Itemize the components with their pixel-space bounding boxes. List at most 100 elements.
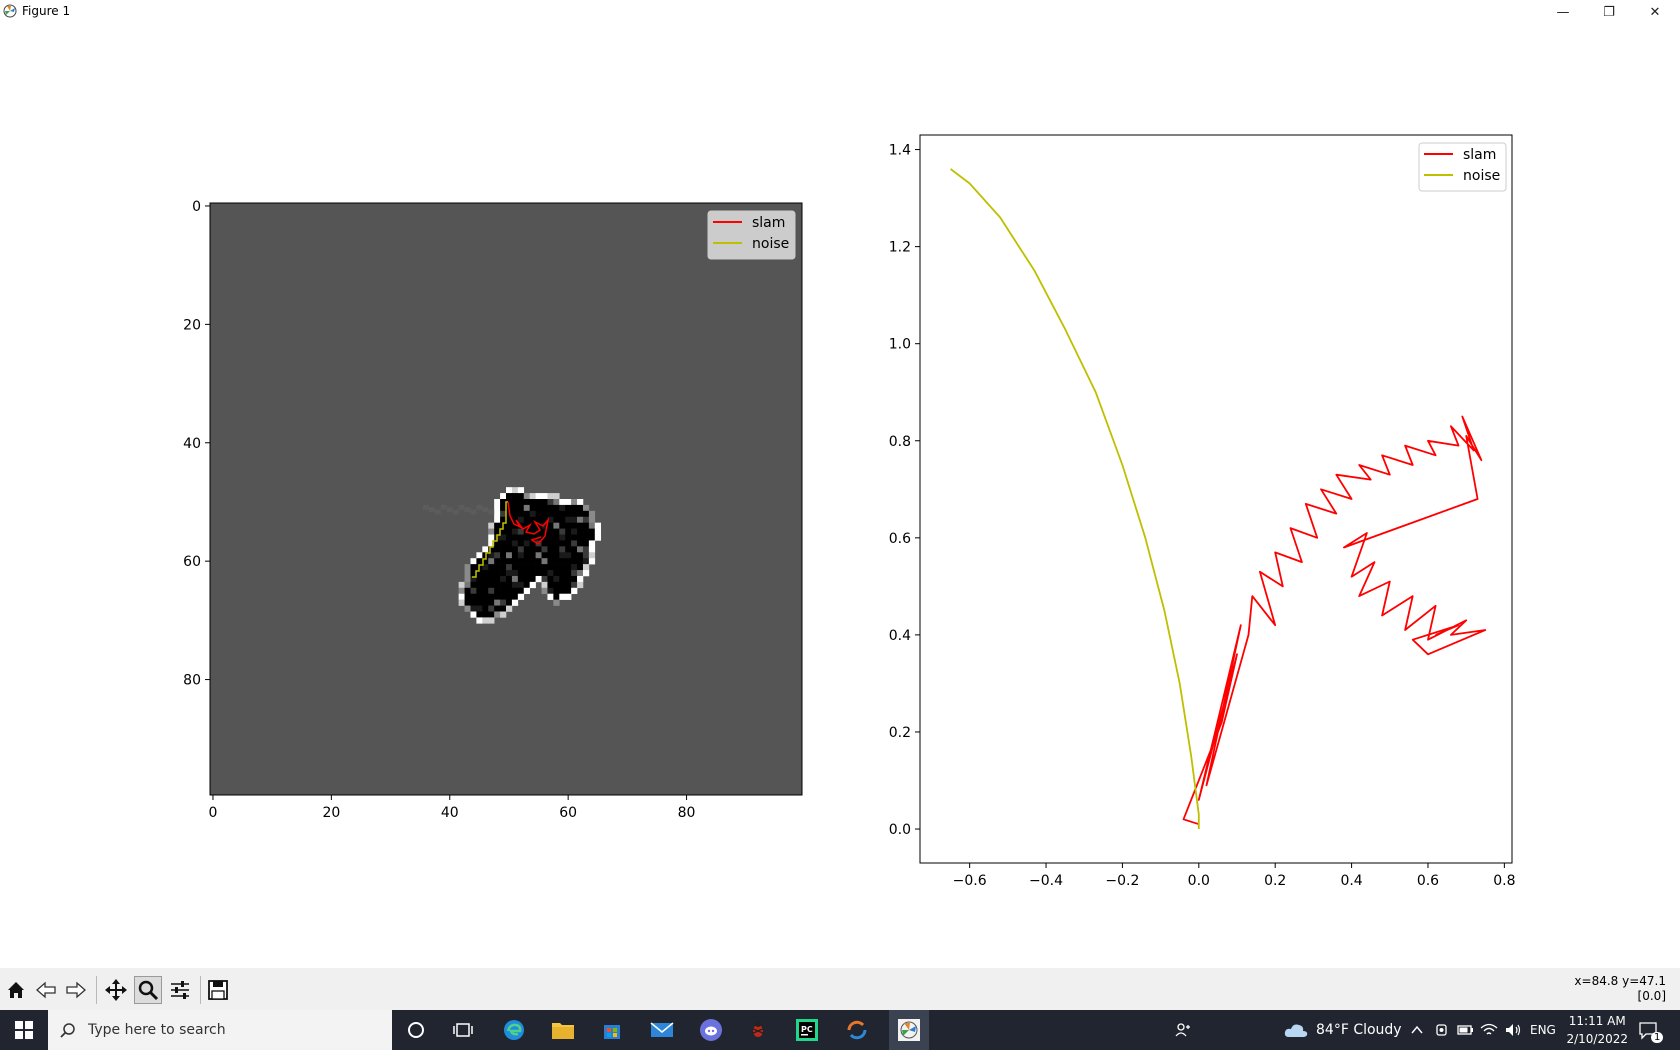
back-button[interactable] xyxy=(32,976,60,1004)
map-cell xyxy=(535,499,542,506)
map-cell xyxy=(529,516,536,523)
map-cell xyxy=(565,534,572,541)
map-cell xyxy=(588,552,596,559)
map-cell xyxy=(559,564,566,571)
map-cell xyxy=(476,605,483,612)
taskbar-app-mail[interactable] xyxy=(647,1016,677,1044)
people-button[interactable] xyxy=(1174,1010,1192,1050)
map-cell xyxy=(517,499,525,506)
save-button[interactable] xyxy=(204,976,232,1004)
trajectory-ytick-label: 0.2 xyxy=(889,725,911,741)
map-cell xyxy=(565,504,572,512)
map-cell xyxy=(511,558,519,565)
window-title: Figure 1 xyxy=(22,4,71,18)
input-language[interactable]: ENG xyxy=(1530,1023,1556,1037)
map-cell xyxy=(470,593,477,600)
taskbar-app-bug[interactable] xyxy=(743,1016,773,1044)
map-noise-path xyxy=(472,501,508,578)
trajectory-ytick-label: 0.8 xyxy=(889,434,911,450)
trajectory-xtick-label: 0.2 xyxy=(1264,873,1286,889)
map-cell xyxy=(506,499,513,506)
taskbar-app-pycharm[interactable]: PC xyxy=(792,1016,822,1044)
map-cell xyxy=(535,516,542,523)
map-cell xyxy=(553,599,560,606)
home-button[interactable] xyxy=(2,976,30,1004)
map-cell xyxy=(559,540,566,547)
map-cell xyxy=(506,564,513,571)
map-cell xyxy=(559,504,566,512)
taskbar-clock[interactable]: 11:11 AM 2/10/2022 xyxy=(1566,1012,1628,1048)
cortana-button[interactable] xyxy=(401,1016,431,1044)
map-cell xyxy=(500,534,507,541)
forward-button[interactable] xyxy=(62,976,90,1004)
taskbar-app-edge[interactable] xyxy=(499,1016,529,1044)
people-icon xyxy=(1175,1023,1190,1037)
map-cell xyxy=(440,504,447,510)
map-cell xyxy=(547,581,554,589)
map-cell xyxy=(535,504,542,512)
map-cell xyxy=(511,504,519,512)
map-cell xyxy=(482,546,489,553)
restore-button[interactable]: ❐ xyxy=(1603,4,1615,20)
map-cell xyxy=(511,575,519,583)
map-legend-slam-label: slam xyxy=(752,215,785,231)
map-cell xyxy=(553,546,560,553)
taskbar-app-discord[interactable] xyxy=(696,1016,726,1044)
map-cell xyxy=(494,611,501,618)
navigation-toolbar: x=84.8 y=47.1 [0.0] xyxy=(0,968,1680,1010)
volume-icon xyxy=(1506,1024,1521,1036)
chevron-up-icon xyxy=(1411,1025,1423,1034)
map-cell xyxy=(517,570,525,577)
map-cell xyxy=(523,552,530,559)
map-cell xyxy=(488,558,495,565)
map-cell xyxy=(523,558,530,565)
taskbar-app-file-explorer[interactable] xyxy=(548,1016,578,1044)
close-button[interactable]: ✕ xyxy=(1649,4,1661,20)
map-cell xyxy=(577,522,584,529)
map-cell xyxy=(588,546,596,553)
task-view-button[interactable] xyxy=(448,1016,478,1044)
map-cell xyxy=(482,587,489,595)
map-cell xyxy=(506,487,513,494)
taskbar-search-box[interactable]: Type here to search xyxy=(48,1010,392,1050)
pan-button[interactable] xyxy=(102,976,130,1004)
map-cell xyxy=(553,575,560,583)
map-cell xyxy=(565,575,572,583)
map-cell xyxy=(582,504,590,512)
map-cell xyxy=(541,546,548,553)
map-cell xyxy=(559,587,566,595)
figure-canvas[interactable]: 0 20 40 60 80 0 20 40 60 80 slam noise −0.6 −0.4 −0… xyxy=(0,24,1680,968)
map-cell xyxy=(458,581,465,589)
map-cell xyxy=(541,510,548,518)
map-cell xyxy=(571,552,578,559)
map-cell xyxy=(488,575,495,583)
taskbar-app-matplotlib-active[interactable] xyxy=(889,1010,929,1050)
start-button[interactable] xyxy=(9,1016,39,1044)
map-cell xyxy=(500,570,507,577)
map-cell xyxy=(511,564,519,571)
taskbar-app-store[interactable] xyxy=(597,1016,627,1044)
wifi-icon xyxy=(1480,1023,1498,1035)
zoom-button[interactable] xyxy=(134,976,162,1004)
configure-subplots-button[interactable] xyxy=(166,976,194,1004)
weather-widget[interactable]: 84°F Cloudy xyxy=(1284,1010,1402,1050)
map-cell xyxy=(476,593,483,600)
map-cell xyxy=(494,599,501,606)
taskbar-app-sync[interactable] xyxy=(842,1016,872,1044)
map-cell xyxy=(500,605,507,612)
map-cell xyxy=(476,575,483,583)
trajectory-xtick-label: 0.0 xyxy=(1188,873,1210,889)
map-cell xyxy=(582,558,590,565)
store-bag-icon xyxy=(604,1025,620,1039)
notification-center-button[interactable]: 1 xyxy=(1638,1010,1664,1050)
map-ytick-label: 0 xyxy=(192,199,201,215)
map-cell xyxy=(553,528,560,535)
map-cell xyxy=(535,564,542,571)
minimize-button[interactable]: — xyxy=(1556,4,1570,20)
map-cell xyxy=(582,546,590,553)
map-cell xyxy=(577,504,584,512)
system-tray[interactable] xyxy=(1410,1010,1522,1050)
clock-date: 2/10/2022 xyxy=(1566,1032,1628,1046)
map-xtick-label: 60 xyxy=(559,805,577,821)
